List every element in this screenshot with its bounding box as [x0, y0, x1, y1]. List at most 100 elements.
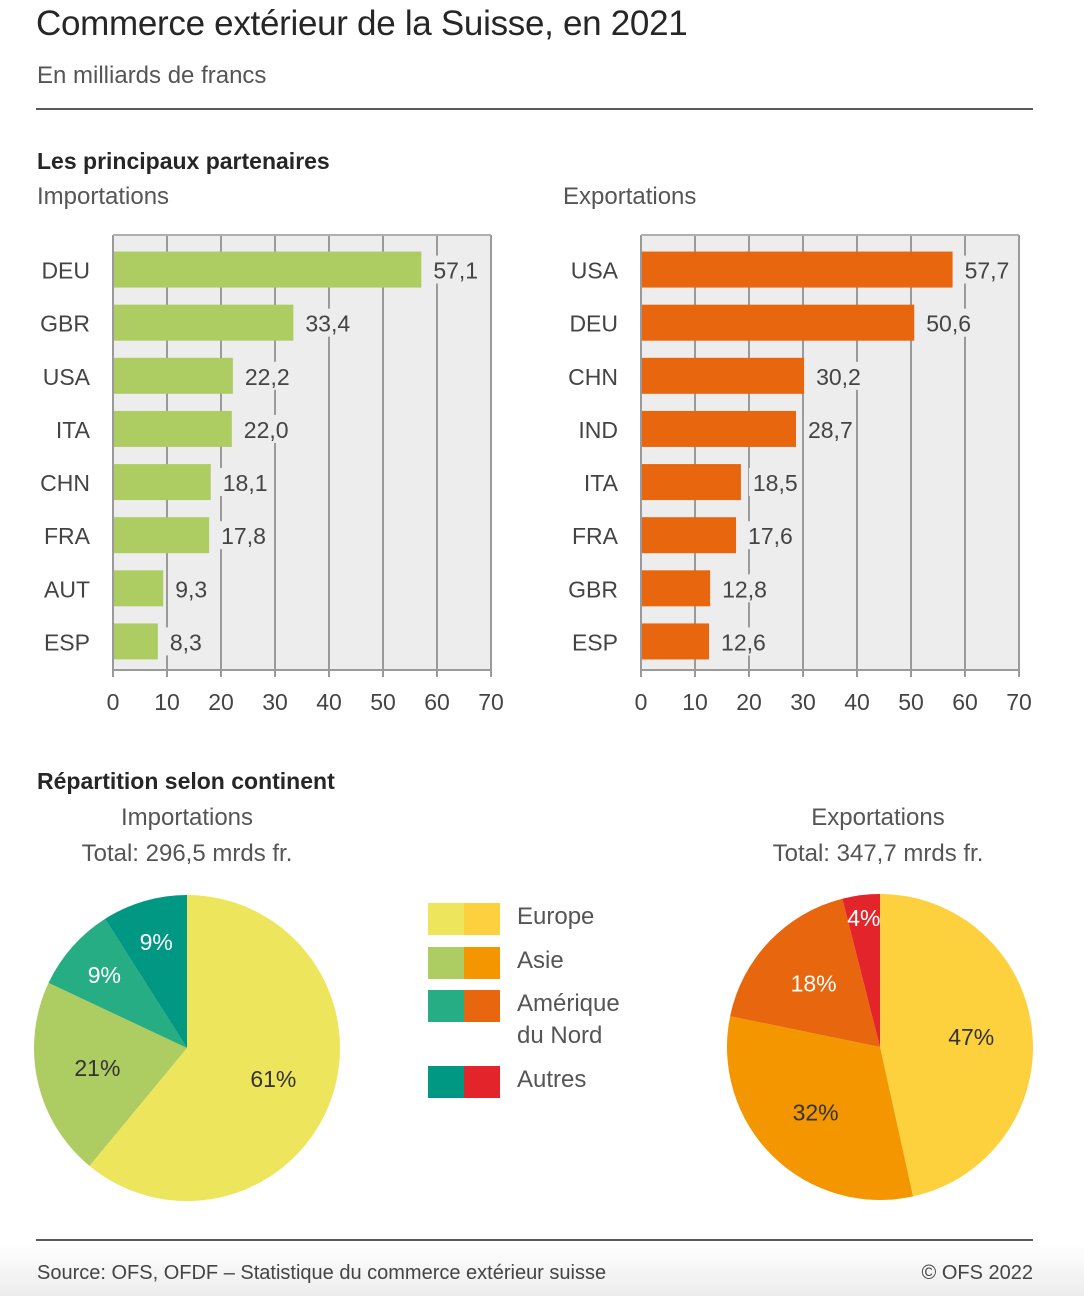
bar-deu	[642, 304, 915, 341]
x-tick-label: 50	[898, 689, 924, 715]
value-label: 17,8	[221, 523, 266, 549]
value-label: 12,8	[722, 576, 767, 602]
exports-bar-chart: 0 10 20 30 40 50 60 70 57,7 USA 50,6 DEU 30,2 CHN 28,7…	[568, 234, 1032, 715]
legend-swatch-exports	[464, 947, 500, 979]
value-label: 33,4	[305, 311, 350, 337]
category-label: FRA	[572, 523, 619, 549]
bar-ind	[642, 410, 796, 447]
exports-pie-total: Total: 347,7 mrds fr.	[772, 840, 984, 867]
value-label: 57,1	[433, 258, 478, 284]
imports-pie-chart: 61% 21% 9% 9%	[34, 895, 341, 1201]
value-label-mask	[748, 468, 801, 497]
bar-gbr	[114, 304, 294, 341]
legend-label: Europe	[517, 903, 595, 930]
pie-slice-europe	[880, 894, 1033, 1197]
partners-heading: Les principaux partenaires	[37, 148, 330, 174]
chart-subtitle: En milliards de francs	[37, 62, 267, 89]
bar-chn	[114, 464, 211, 501]
legend-swatch-imports	[428, 903, 464, 935]
bar-ita	[114, 410, 232, 447]
x-tick-label: 30	[262, 689, 288, 715]
category-label: GBR	[568, 576, 618, 602]
value-label-mask	[218, 468, 271, 497]
x-tick-label: 0	[635, 689, 648, 715]
pie-slice-am-rique-du-nord	[48, 918, 187, 1048]
value-label: 28,7	[808, 417, 853, 443]
value-label-mask	[744, 521, 797, 550]
category-label: ITA	[56, 417, 91, 443]
legend-swatch-exports	[464, 903, 500, 935]
imports-bar-title: Importations	[37, 183, 170, 210]
value-label-mask	[803, 414, 856, 443]
pie-slice-autres	[842, 894, 880, 1047]
category-label: GBR	[40, 311, 90, 337]
value-label: 8,3	[170, 629, 202, 655]
value-label: 30,2	[816, 364, 861, 390]
value-label-mask	[960, 255, 1013, 284]
category-label: DEU	[569, 311, 618, 337]
category-label: USA	[43, 364, 91, 390]
category-label: DEU	[41, 258, 90, 284]
legend-swatch-imports	[428, 947, 464, 979]
x-tick-label: 30	[790, 689, 816, 715]
x-tick-label: 40	[844, 689, 870, 715]
legend-label-line-1: Amérique	[517, 990, 620, 1017]
category-label: USA	[571, 258, 619, 284]
value-label-mask	[718, 574, 771, 603]
legend-label: Autres	[517, 1066, 587, 1093]
legend-swatch-exports	[464, 990, 500, 1022]
value-label: 9,3	[175, 576, 207, 602]
value-label-mask	[239, 414, 292, 443]
legend-label: Asie	[517, 947, 564, 974]
value-label-mask	[301, 308, 354, 337]
continent-heading: Répartition selon continent	[37, 768, 335, 794]
category-label: ESP	[572, 629, 618, 655]
category-label: ESP	[44, 629, 90, 655]
x-tick-label: 40	[316, 689, 342, 715]
value-label: 18,5	[753, 470, 798, 496]
copyright: © OFS 2022	[921, 1262, 1033, 1284]
bar-fra	[642, 517, 737, 554]
pie-slice-asie	[727, 1016, 914, 1200]
category-label: FRA	[44, 523, 91, 549]
category-label: CHN	[40, 470, 90, 496]
imports-pie-title: Importations	[120, 804, 254, 831]
x-tick-label: 70	[1006, 689, 1032, 715]
pie-value-label: 61%	[250, 1066, 296, 1092]
value-label-mask	[922, 308, 975, 337]
bar-deu	[114, 251, 422, 288]
pie-value-label: 18%	[791, 971, 837, 997]
bar-gbr	[642, 570, 711, 607]
exports-bar-title: Exportations	[563, 183, 697, 210]
bar-ita	[642, 464, 741, 501]
footer-divider	[36, 1239, 1033, 1241]
value-label-mask	[217, 521, 270, 550]
x-tick-label: 10	[682, 689, 708, 715]
pie-slice-am-rique-du-nord	[730, 898, 880, 1047]
bar-esp	[114, 623, 158, 660]
x-tick-label: 50	[370, 689, 396, 715]
value-label-mask	[171, 574, 212, 603]
x-tick-label: 20	[736, 689, 762, 715]
bar-chn	[642, 357, 805, 394]
pie-value-label: 9%	[140, 929, 173, 955]
plot-background	[113, 235, 491, 670]
x-tick-label: 0	[107, 689, 120, 715]
x-tick-label: 70	[478, 689, 504, 715]
pie-value-label: 32%	[793, 1099, 839, 1125]
exports-pie-title: Exportations	[811, 804, 945, 831]
bar-fra	[114, 517, 210, 554]
value-label: 22,2	[245, 364, 290, 390]
header-divider	[36, 108, 1033, 110]
imports-bar-chart: 0 10 20 30 40 50 60 70 57,1 DEU 33,4 GBR 22,2 USA 22,0…	[40, 234, 504, 715]
x-tick-label: 10	[154, 689, 180, 715]
category-label: AUT	[44, 576, 90, 602]
bar-usa	[114, 357, 233, 394]
x-tick-label: 20	[208, 689, 234, 715]
bar-esp	[642, 623, 710, 660]
value-label: 12,6	[721, 629, 766, 655]
pie-slice-autres	[105, 895, 187, 1048]
legend-swatch-exports	[464, 1066, 500, 1098]
imports-pie-total: Total: 296,5 mrds fr.	[81, 840, 293, 867]
pie-value-label: 21%	[74, 1055, 120, 1081]
